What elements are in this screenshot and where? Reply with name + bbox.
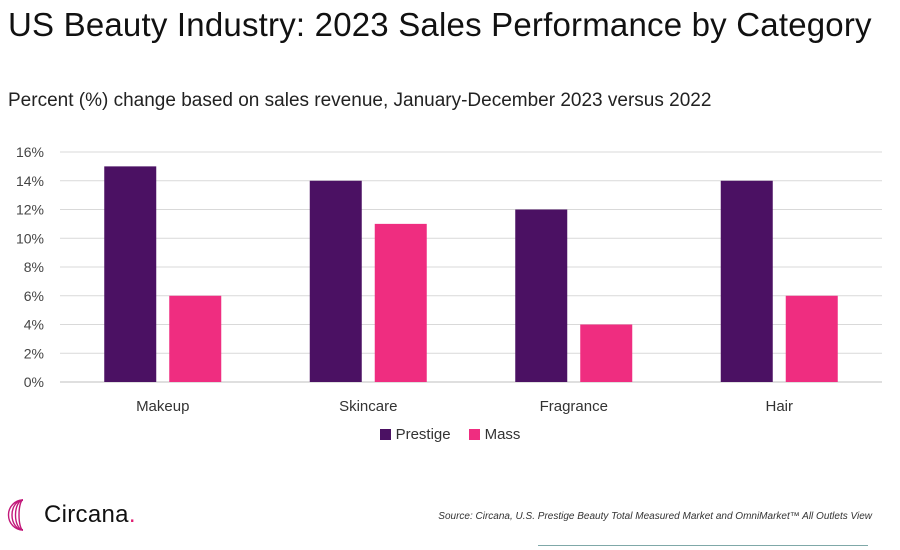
- legend-label-mass: Mass: [484, 426, 521, 443]
- bar-mass-makeup: [169, 295, 222, 382]
- legend-swatch-prestige: [379, 429, 391, 440]
- x-axis-categories: Makeup Skincare Fragrance Hair: [136, 398, 793, 415]
- y-tick-label: 0%: [24, 374, 44, 390]
- footer-divider: [538, 545, 868, 546]
- y-tick-label: 2%: [24, 345, 44, 361]
- y-tick-label: 10%: [16, 230, 44, 246]
- circana-logo-text: Circana.: [44, 501, 136, 529]
- bars: [104, 166, 838, 382]
- legend-swatch-mass: [468, 429, 480, 440]
- x-category-label: Fragrance: [540, 398, 608, 415]
- y-tick-label: 4%: [24, 317, 44, 333]
- y-tick-label: 14%: [16, 173, 44, 189]
- chart-title: US Beauty Industry: 2023 Sales Performan…: [8, 6, 872, 43]
- legend-item-prestige: Prestige: [379, 426, 451, 443]
- bar-prestige-makeup: [104, 166, 157, 382]
- chart-legend: Prestige Mass: [0, 426, 900, 443]
- x-category-label: Makeup: [136, 398, 189, 415]
- bar-prestige-hair: [720, 180, 773, 382]
- y-tick-label: 16%: [16, 144, 44, 160]
- y-axis-ticks: 0% 2% 4% 6% 8% 10% 12% 14% 16%: [16, 144, 44, 390]
- source-note: Source: Circana, U.S. Prestige Beauty To…: [438, 511, 872, 522]
- circana-logo-icon: [7, 498, 40, 532]
- chart-subtitle: Percent (%) change based on sales revenu…: [8, 90, 712, 111]
- bar-prestige-skincare: [309, 180, 362, 382]
- y-tick-label: 12%: [16, 202, 44, 218]
- circana-wordmark-dot: .: [128, 501, 136, 528]
- bar-chart: 0% 2% 4% 6% 8% 10% 12% 14% 16% Makeup Skincare Fra…: [16, 144, 882, 415]
- circana-wordmark: Circana: [44, 501, 129, 528]
- y-tick-label: 6%: [24, 288, 44, 304]
- bar-mass-fragrance: [580, 324, 633, 382]
- y-tick-label: 8%: [24, 259, 44, 275]
- bar-prestige-fragrance: [515, 209, 568, 382]
- legend-label-prestige: Prestige: [395, 426, 451, 443]
- x-category-label: Hair: [765, 398, 793, 415]
- legend-item-mass: Mass: [468, 426, 521, 443]
- circana-logo: Circana.: [6, 496, 136, 534]
- x-category-label: Skincare: [339, 398, 397, 415]
- bar-mass-skincare: [374, 223, 427, 382]
- bar-mass-hair: [785, 295, 838, 382]
